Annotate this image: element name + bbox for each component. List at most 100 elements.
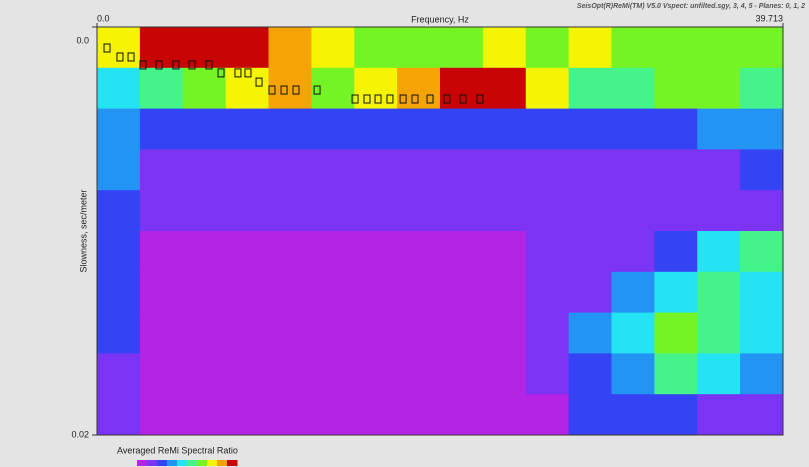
pick-marker (351, 94, 359, 104)
heatmap-cell (397, 149, 441, 191)
heatmap-cell (97, 67, 141, 110)
colorbar-swatch (137, 460, 148, 466)
heatmap-cell (740, 394, 784, 436)
heatmap-cell (268, 108, 312, 150)
heatmap-cell (225, 394, 269, 436)
heatmap-cell (740, 67, 784, 110)
heatmap-cell (740, 190, 784, 232)
heatmap-cell (354, 108, 398, 150)
heatmap-cell (139, 108, 184, 150)
heatmap-cell (225, 190, 269, 232)
heatmap-cell (354, 67, 398, 110)
heatmap-cell (611, 108, 655, 150)
pick-marker (172, 60, 180, 70)
pick-marker (363, 94, 371, 104)
pick-marker (476, 94, 484, 104)
heatmap-cell (182, 190, 227, 232)
heatmap-cell (697, 353, 741, 395)
heatmap-cell (225, 149, 269, 191)
heatmap-cell (268, 312, 312, 354)
pick-marker (268, 85, 276, 95)
heatmap-cell (482, 312, 527, 354)
heatmap-cell (268, 190, 312, 232)
heatmap-cell (740, 149, 784, 191)
pick-marker (313, 85, 321, 95)
heatmap-cell (525, 353, 570, 395)
heatmap-cell (139, 190, 184, 232)
heatmap-cell (354, 149, 398, 191)
heatmap-cell (311, 190, 355, 232)
heatmap-cell (654, 67, 698, 110)
heatmap-cell (182, 231, 227, 273)
heatmap-cell (97, 231, 141, 273)
heatmap-cell (268, 353, 312, 395)
heatmap-cell (697, 190, 741, 232)
heatmap-cell (525, 27, 570, 69)
pick-marker (255, 77, 263, 87)
heatmap-cell (354, 231, 398, 273)
heatmap-cell (440, 108, 484, 150)
heatmap-cell (525, 108, 570, 150)
heatmap-cell (182, 108, 227, 150)
heatmap-cell (139, 67, 184, 110)
heatmap-cell (354, 312, 398, 354)
heatmap-cell (482, 67, 527, 110)
heatmap-cell (139, 394, 184, 436)
colorbar-swatch (187, 460, 198, 466)
heatmap-cell (268, 394, 312, 436)
heatmap-cell (611, 67, 655, 110)
heatmap-cell (611, 190, 655, 232)
heatmap-cell (525, 149, 570, 191)
heatmap-cell (654, 353, 698, 395)
heatmap-cell (654, 394, 698, 436)
colorbar-swatch (207, 460, 218, 466)
heatmap-cell (525, 394, 570, 436)
heatmap-cell (440, 394, 484, 436)
heatmap-cell (697, 67, 741, 110)
heatmap-cell (611, 149, 655, 191)
colorbar-swatch (227, 460, 238, 466)
heatmap-cell (611, 271, 655, 314)
heatmap-cell (139, 312, 184, 354)
heatmap-cell (97, 353, 141, 395)
heatmap-cell (97, 271, 141, 314)
pick-marker (244, 68, 252, 78)
heatmap-cell (97, 190, 141, 232)
heatmap-cell (311, 149, 355, 191)
heatmap-cell (268, 67, 312, 110)
heatmap-cell (311, 312, 355, 354)
heatmap-cell (740, 271, 784, 314)
heatmap-cell (568, 149, 612, 191)
heatmap-cell (482, 353, 527, 395)
heatmap-cell (568, 312, 612, 354)
heatmap-cell (568, 67, 612, 110)
heatmap-cell (611, 27, 655, 69)
heatmap-cell (225, 27, 269, 69)
heatmap-cell (654, 231, 698, 273)
heatmap-cell (482, 394, 527, 436)
heatmap-cell (440, 149, 484, 191)
heatmap-cell (311, 394, 355, 436)
heatmap-cell (525, 190, 570, 232)
heatmap-cell (654, 108, 698, 150)
heatmap-cell (311, 271, 355, 314)
pick-marker (205, 60, 213, 70)
heatmap-cell (182, 149, 227, 191)
heatmap-cell (354, 353, 398, 395)
heatmap-cell (182, 312, 227, 354)
pick-marker (411, 94, 419, 104)
pick-marker (426, 94, 434, 104)
heatmap-cell (354, 394, 398, 436)
colorbar-swatch (197, 460, 208, 466)
heatmap-cell (654, 312, 698, 354)
heatmap-cell (611, 394, 655, 436)
heatmap-cell (525, 271, 570, 314)
heatmap-cell (697, 271, 741, 314)
heatmap-cell (525, 231, 570, 273)
heatmap-cell (311, 67, 355, 110)
colorbar-swatch (177, 460, 188, 466)
heatmap-cell (397, 27, 441, 69)
heatmap-cell (654, 271, 698, 314)
colorbar-swatch (147, 460, 158, 466)
